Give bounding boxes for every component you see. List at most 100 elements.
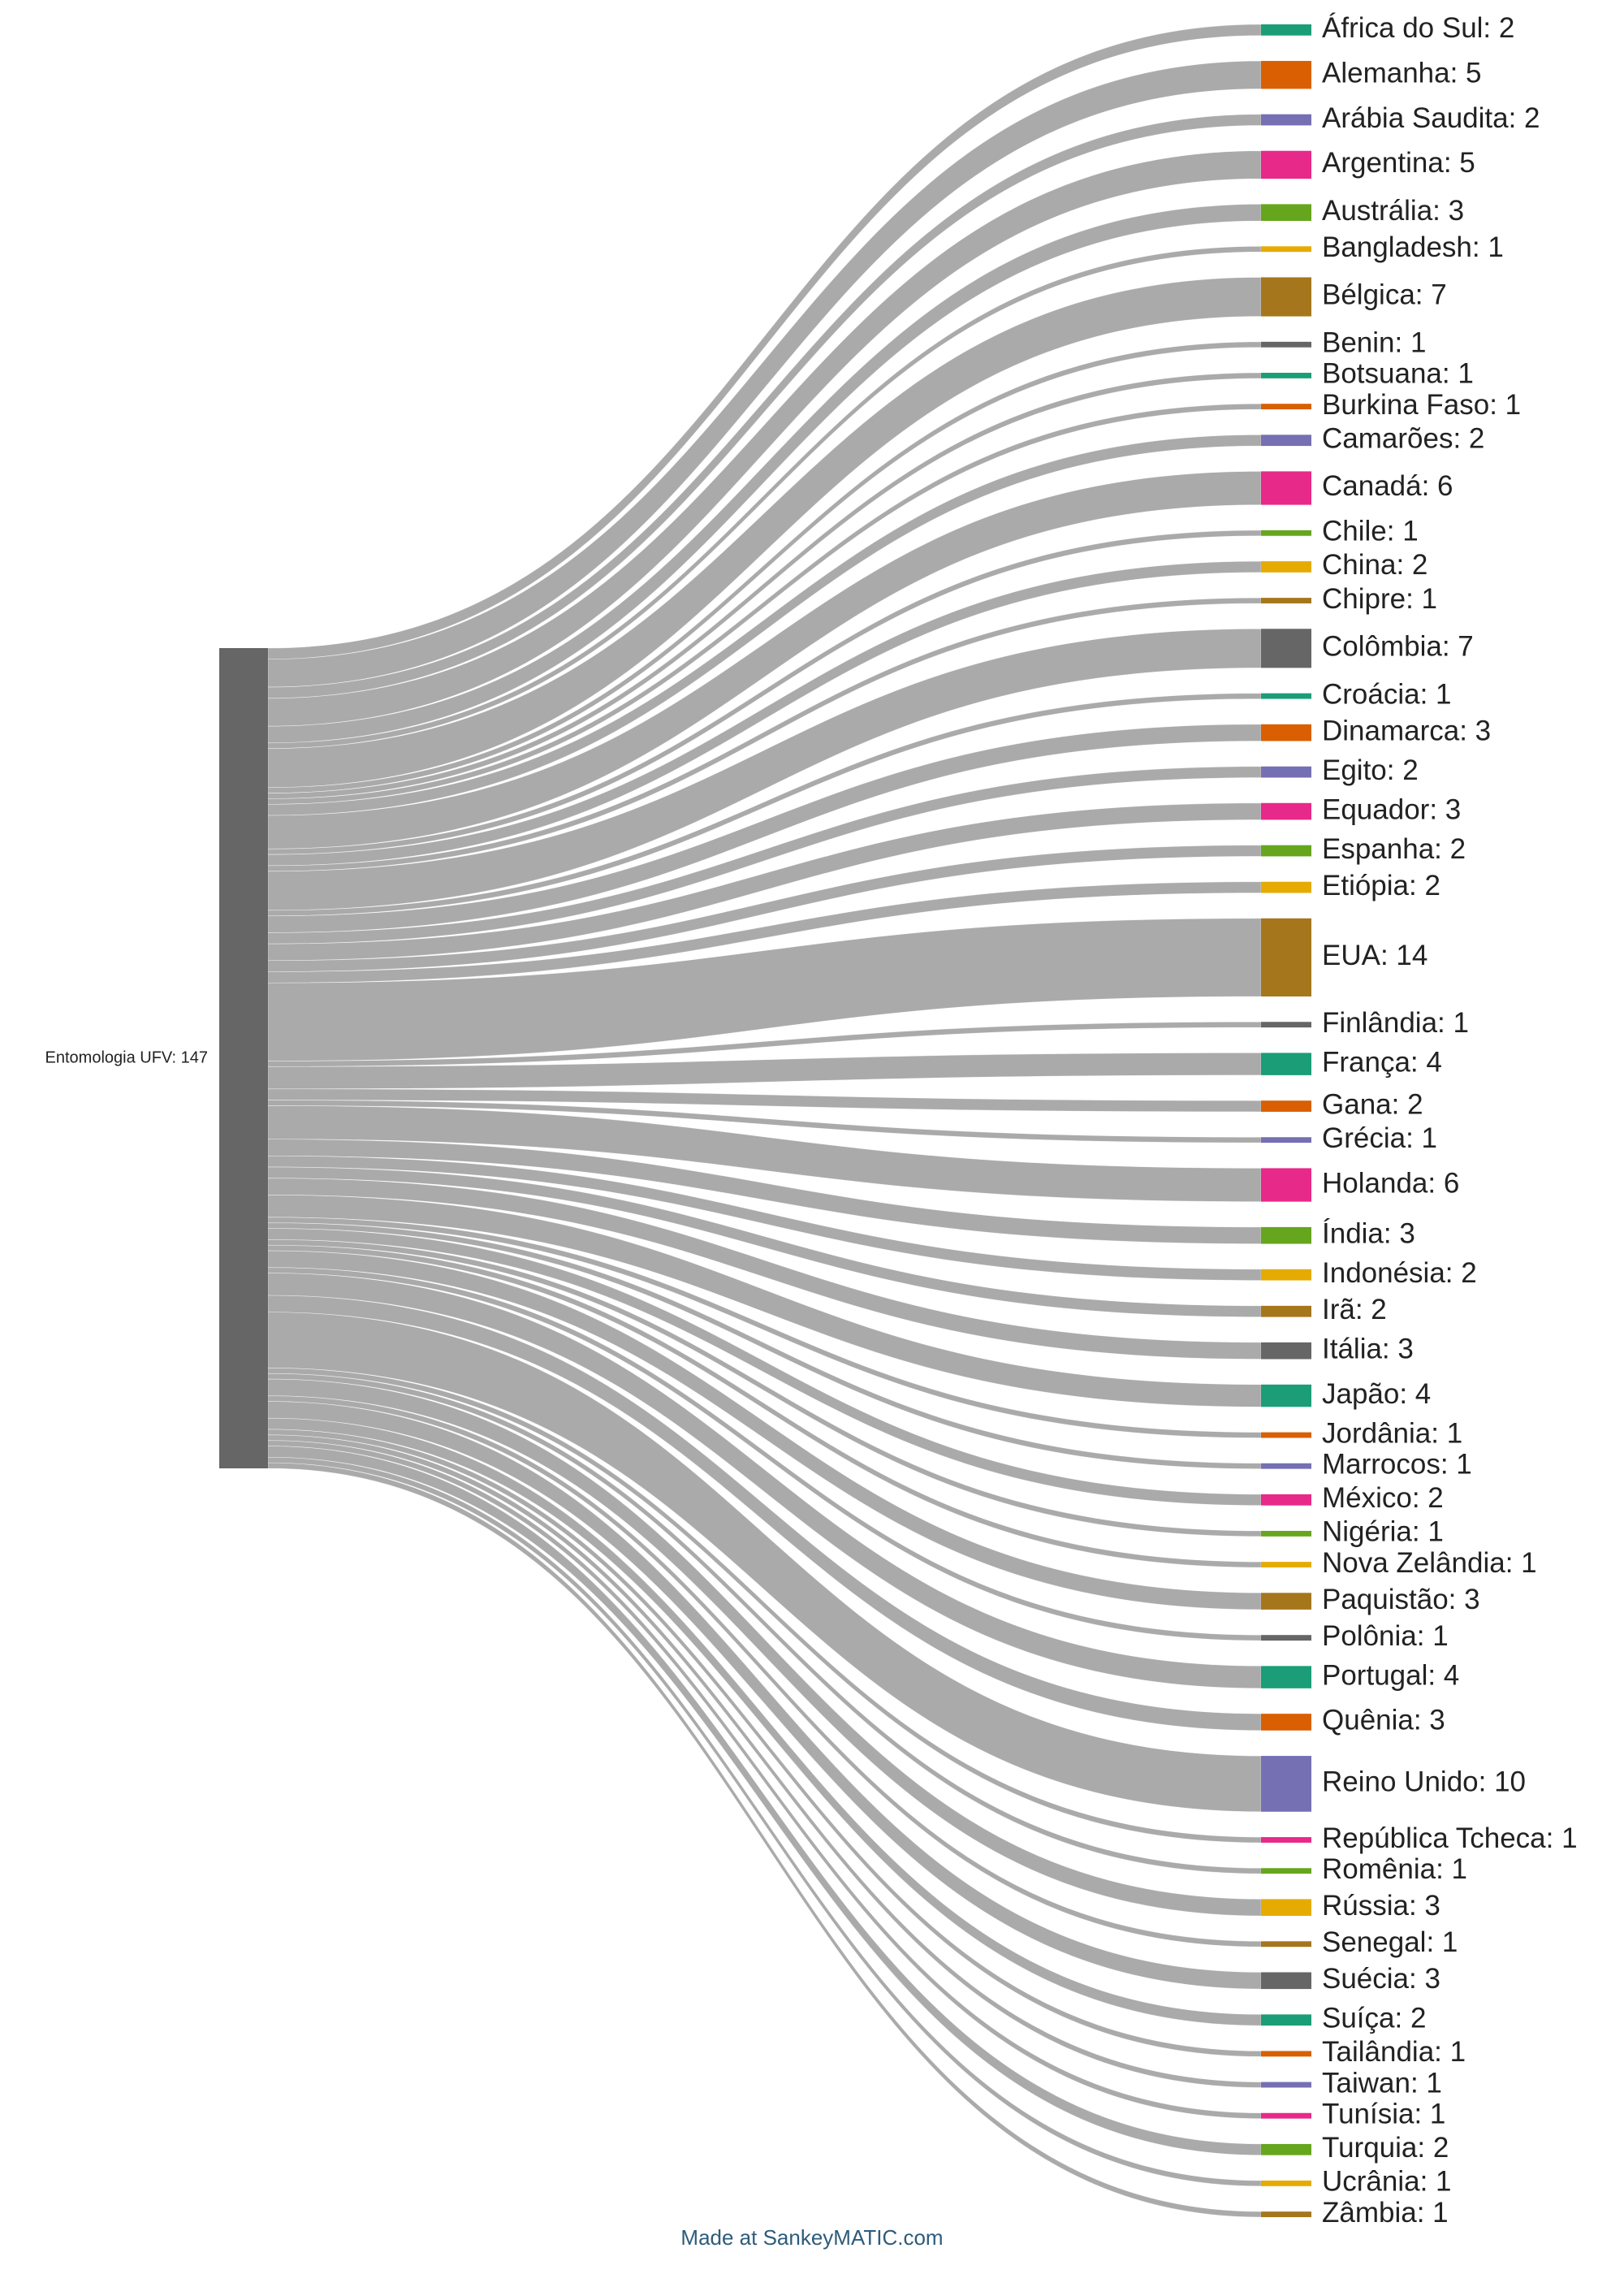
target-node-holanda[interactable] (1261, 1168, 1311, 1202)
link-polonia[interactable] (267, 1267, 1262, 1641)
link-benin[interactable] (267, 341, 1262, 793)
target-label-croacia: Croácia: 1 (1322, 678, 1452, 710)
target-node-china[interactable] (1261, 561, 1311, 573)
link-bangladesh[interactable] (267, 245, 1262, 749)
link-africa-do-sul[interactable] (267, 24, 1262, 660)
link-grecia[interactable] (267, 1100, 1262, 1143)
link-japao[interactable] (267, 1195, 1262, 1407)
target-node-turquia[interactable] (1261, 2143, 1311, 2155)
footer-credit[interactable]: Made at SankeyMATIC.com (680, 2225, 944, 2250)
target-label-russia: Rússia: 3 (1322, 1890, 1440, 1922)
target-node-dinamarca[interactable] (1261, 724, 1311, 741)
link-espanha[interactable] (267, 845, 1262, 972)
sankey-nodes (219, 24, 1311, 2217)
link-suecia[interactable] (267, 1401, 1262, 1990)
target-node-burkina-faso[interactable] (1261, 404, 1311, 410)
link-colombia[interactable] (267, 628, 1262, 911)
target-node-romenia[interactable] (1261, 1868, 1311, 1874)
target-node-russia[interactable] (1261, 1899, 1311, 1917)
target-node-argentina[interactable] (1261, 150, 1311, 179)
target-node-africa-do-sul[interactable] (1261, 24, 1311, 36)
target-node-chile[interactable] (1261, 530, 1311, 536)
target-label-nova-zelandia: Nova Zelândia: 1 (1322, 1547, 1537, 1579)
target-label-camaroes: Camarões: 2 (1322, 422, 1484, 454)
target-node-colombia[interactable] (1261, 629, 1311, 668)
target-label-grecia: Grécia: 1 (1322, 1122, 1437, 1154)
target-node-espanha[interactable] (1261, 845, 1311, 857)
target-node-gana[interactable] (1261, 1100, 1311, 1112)
link-turquia[interactable] (267, 1446, 1262, 2155)
target-node-mexico[interactable] (1261, 1494, 1311, 1506)
link-australia[interactable] (267, 204, 1262, 744)
link-holanda[interactable] (267, 1105, 1262, 1202)
target-node-egito[interactable] (1261, 766, 1311, 778)
link-republica-tcheca[interactable] (267, 1368, 1262, 1844)
target-node-japao[interactable] (1261, 1384, 1311, 1407)
target-label-jordania: Jordânia: 1 (1322, 1417, 1462, 1449)
target-node-ucrania[interactable] (1261, 2180, 1311, 2186)
target-node-grecia[interactable] (1261, 1137, 1311, 1143)
target-node-portugal[interactable] (1261, 1666, 1311, 1688)
target-node-croacia[interactable] (1261, 693, 1311, 699)
target-node-ira[interactable] (1261, 1305, 1311, 1317)
link-botsuana[interactable] (267, 372, 1262, 799)
target-node-tunisia[interactable] (1261, 2112, 1311, 2119)
target-node-quenia[interactable] (1261, 1714, 1311, 1731)
target-label-reino-unido: Reino Unido: 10 (1322, 1766, 1526, 1798)
target-node-zambia[interactable] (1261, 2211, 1311, 2217)
link-burkina-faso[interactable] (267, 403, 1262, 805)
target-node-indonesia[interactable] (1261, 1269, 1311, 1281)
target-node-canada[interactable] (1261, 471, 1311, 505)
target-node-benin[interactable] (1261, 341, 1311, 348)
link-etiopia[interactable] (267, 881, 1262, 984)
target-node-tailandia[interactable] (1261, 2051, 1311, 2057)
target-node-nova-zelandia[interactable] (1261, 1562, 1311, 1568)
target-node-reino-unido[interactable] (1261, 1756, 1311, 1812)
link-gana[interactable] (267, 1088, 1262, 1113)
target-node-nigeria[interactable] (1261, 1530, 1311, 1537)
target-label-holanda: Holanda: 6 (1322, 1167, 1459, 1199)
target-label-paquistao: Paquistão: 3 (1322, 1584, 1480, 1615)
link-suica[interactable] (267, 1417, 1262, 2026)
link-nigeria[interactable] (267, 1239, 1262, 1537)
target-node-suica[interactable] (1261, 2014, 1311, 2026)
link-italia[interactable] (267, 1178, 1262, 1360)
target-node-italia[interactable] (1261, 1342, 1311, 1360)
target-label-taiwan: Taiwan: 1 (1322, 2067, 1442, 2099)
target-node-polonia[interactable] (1261, 1635, 1311, 1641)
target-label-australia: Austrália: 3 (1322, 195, 1464, 227)
target-node-alemanha[interactable] (1261, 61, 1311, 89)
target-node-finlandia[interactable] (1261, 1022, 1311, 1028)
target-label-equador: Equador: 3 (1322, 793, 1461, 825)
link-croacia[interactable] (267, 693, 1262, 917)
link-quenia[interactable] (267, 1295, 1262, 1731)
target-node-marrocos[interactable] (1261, 1463, 1311, 1469)
target-node-botsuana[interactable] (1261, 373, 1311, 378)
target-node-australia[interactable] (1261, 204, 1311, 221)
source-label: Entomologia UFV: 147 (45, 1048, 208, 1066)
target-label-senegal: Senegal: 1 (1322, 1926, 1458, 1958)
target-node-senegal[interactable] (1261, 1941, 1311, 1948)
target-node-belgica[interactable] (1261, 277, 1311, 317)
target-node-camaroes[interactable] (1261, 434, 1311, 447)
target-node-equador[interactable] (1261, 802, 1311, 820)
link-mexico[interactable] (267, 1228, 1262, 1506)
target-label-africa-do-sul: África do Sul: 2 (1322, 12, 1514, 44)
target-node-paquistao[interactable] (1261, 1593, 1311, 1610)
target-node-arabia-saudita[interactable] (1261, 114, 1311, 126)
target-node-eua[interactable] (1261, 918, 1311, 996)
link-tunisia[interactable] (267, 1440, 1262, 2119)
target-node-republica-tcheca[interactable] (1261, 1837, 1311, 1843)
source-node (219, 648, 268, 1468)
target-node-india[interactable] (1261, 1226, 1311, 1244)
target-node-etiopia[interactable] (1261, 881, 1311, 893)
link-portugal[interactable] (267, 1273, 1262, 1689)
target-node-chipre[interactable] (1261, 598, 1311, 603)
target-label-ira: Irã: 2 (1322, 1294, 1387, 1325)
link-alemanha[interactable] (267, 60, 1262, 688)
target-node-franca[interactable] (1261, 1053, 1311, 1075)
target-node-bangladesh[interactable] (1261, 246, 1311, 253)
target-node-taiwan[interactable] (1261, 2082, 1311, 2088)
target-node-jordania[interactable] (1261, 1432, 1311, 1438)
target-node-suecia[interactable] (1261, 1972, 1311, 1990)
